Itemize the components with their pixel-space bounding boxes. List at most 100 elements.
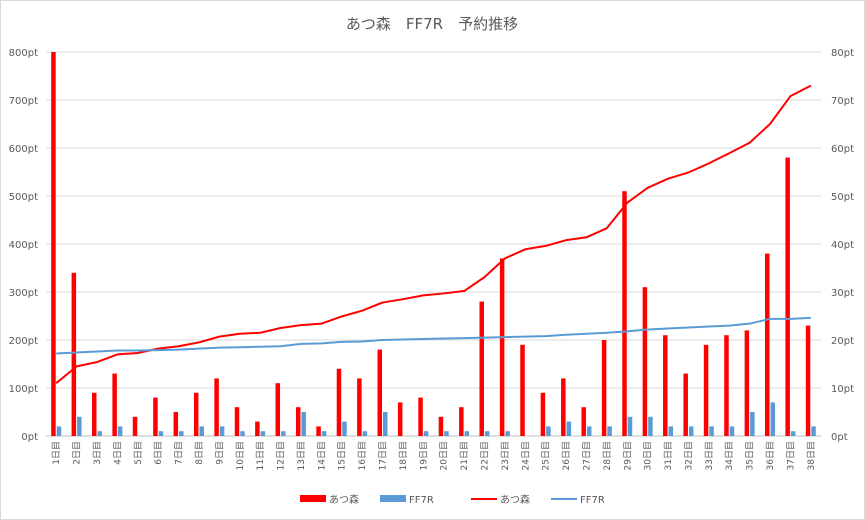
bar-series bbox=[51, 52, 816, 436]
x-tick-label: 29日目 bbox=[622, 441, 633, 470]
x-tick-label: 27日目 bbox=[581, 441, 592, 470]
bar-ff7r bbox=[362, 431, 368, 436]
bar-atsumori bbox=[540, 392, 546, 436]
bar-ff7r bbox=[321, 431, 327, 436]
bar-atsumori bbox=[765, 253, 770, 436]
bar-ff7r bbox=[179, 431, 184, 436]
x-tick-label: 4日目 bbox=[112, 441, 123, 465]
bar-atsumori bbox=[601, 340, 607, 436]
line-series bbox=[55, 84, 812, 384]
x-tick-label: 33日目 bbox=[704, 441, 715, 470]
bar-atsumori bbox=[418, 397, 423, 436]
bar-ff7r bbox=[158, 431, 164, 436]
x-tick-label: 30日目 bbox=[643, 441, 654, 470]
x-tick-label: 22日目 bbox=[479, 441, 490, 470]
bar-ff7r bbox=[383, 412, 388, 436]
bar-atsumori bbox=[520, 344, 525, 436]
bar-ff7r bbox=[444, 431, 449, 436]
bar-atsumori bbox=[724, 335, 729, 436]
x-tick-label: 3日目 bbox=[92, 441, 103, 465]
y-left-tick-label: 700pt bbox=[9, 96, 38, 107]
y-left-tick-label: 400pt bbox=[9, 240, 38, 251]
x-tick-label: 15日目 bbox=[337, 441, 348, 470]
y-left-tick-label: 300pt bbox=[9, 288, 38, 299]
bar-atsumori bbox=[295, 407, 301, 436]
bar-ff7r bbox=[77, 416, 82, 436]
y-left-tick-label: 500pt bbox=[9, 192, 38, 203]
bar-atsumori bbox=[622, 191, 627, 436]
y-right-tick-label: 80pt bbox=[831, 48, 854, 59]
legend-swatch bbox=[380, 495, 406, 502]
y-right-tick-label: 10pt bbox=[831, 384, 854, 395]
x-tick-label: 13日目 bbox=[296, 441, 307, 470]
bar-ff7r bbox=[484, 431, 490, 436]
x-tick-label: 6日目 bbox=[153, 441, 164, 465]
bar-atsumori bbox=[438, 416, 444, 436]
x-tick-label: 24日目 bbox=[520, 441, 531, 470]
y-left-tick-label: 100pt bbox=[9, 384, 38, 395]
x-tick-label: 12日目 bbox=[276, 441, 287, 470]
x-tick-label: 19日目 bbox=[418, 441, 429, 470]
y-axis-left: 0pt 100pt 200pt 300pt 400pt 500pt 600pt 700pt 80… bbox=[9, 48, 38, 443]
bar-ff7r bbox=[117, 426, 123, 436]
legend-swatch bbox=[300, 495, 326, 502]
x-tick-label: 7日目 bbox=[174, 441, 185, 465]
bar-ff7r bbox=[566, 421, 572, 436]
bar-atsumori bbox=[112, 373, 117, 436]
bar-ff7r bbox=[811, 426, 816, 436]
x-tick-label: 28日目 bbox=[602, 441, 613, 470]
bar-ff7r bbox=[342, 421, 347, 436]
y-left-tick-label: 200pt bbox=[9, 336, 38, 347]
bar-ff7r bbox=[770, 402, 776, 436]
bar-atsumori bbox=[336, 368, 342, 436]
bar-atsumori bbox=[173, 412, 179, 436]
bar-ff7r bbox=[56, 426, 62, 436]
y-right-tick-label: 40pt bbox=[831, 240, 854, 251]
x-tick-label: 35日目 bbox=[745, 441, 756, 470]
x-tick-label: 14日目 bbox=[316, 441, 327, 470]
legend-label: FF7R bbox=[580, 495, 605, 506]
x-tick-label: 1日目 bbox=[51, 441, 62, 465]
bar-ff7r bbox=[729, 426, 735, 436]
bar-ff7r bbox=[281, 431, 286, 436]
bar-atsumori bbox=[581, 407, 586, 436]
bar-ff7r bbox=[546, 426, 551, 436]
x-tick-label: 36日目 bbox=[765, 441, 776, 470]
line-ff7r bbox=[56, 316, 811, 355]
bar-atsumori bbox=[316, 426, 321, 436]
legend-label: あつ森 bbox=[329, 493, 359, 506]
legend: あつ森 FF7R あつ森 FF7R bbox=[300, 493, 605, 506]
bar-atsumori bbox=[214, 378, 219, 436]
y-right-tick-label: 70pt bbox=[831, 96, 854, 107]
bar-atsumori bbox=[397, 402, 403, 436]
legend-label: FF7R bbox=[409, 495, 434, 506]
bar-ff7r bbox=[505, 431, 510, 436]
bar-ff7r bbox=[648, 416, 653, 436]
bar-atsumori bbox=[744, 330, 750, 436]
x-tick-label: 10日目 bbox=[235, 441, 246, 470]
bar-atsumori bbox=[805, 325, 811, 436]
bar-atsumori bbox=[785, 157, 790, 436]
bar-atsumori bbox=[91, 392, 97, 436]
bar-ff7r bbox=[627, 416, 633, 436]
x-tick-label: 38日目 bbox=[806, 441, 817, 470]
x-tick-label: 20日目 bbox=[439, 441, 450, 470]
bar-ff7r bbox=[464, 431, 470, 436]
x-tick-label: 34日目 bbox=[724, 441, 735, 470]
chart-title: あつ森 FF7R 予約推移 bbox=[346, 15, 518, 33]
bar-ff7r bbox=[97, 431, 102, 436]
x-tick-label: 23日目 bbox=[500, 441, 511, 470]
bar-ff7r bbox=[423, 431, 429, 436]
bar-atsumori bbox=[561, 378, 566, 436]
y-axis-right: 0pt 10pt 20pt 30pt 40pt 50pt 60pt 70pt 80pt bbox=[831, 48, 854, 443]
x-tick-label: 11日目 bbox=[255, 441, 266, 470]
bar-atsumori bbox=[499, 258, 505, 436]
bar-atsumori bbox=[51, 52, 56, 436]
x-tick-label: 9日目 bbox=[214, 441, 225, 465]
bar-atsumori bbox=[459, 407, 464, 436]
bar-atsumori bbox=[193, 392, 199, 436]
bar-ff7r bbox=[668, 426, 674, 436]
bar-atsumori bbox=[275, 383, 281, 436]
x-tick-label: 17日目 bbox=[378, 441, 389, 470]
